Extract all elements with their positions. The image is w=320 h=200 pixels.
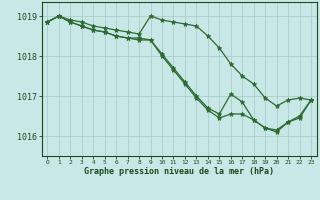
X-axis label: Graphe pression niveau de la mer (hPa): Graphe pression niveau de la mer (hPa)	[84, 167, 274, 176]
